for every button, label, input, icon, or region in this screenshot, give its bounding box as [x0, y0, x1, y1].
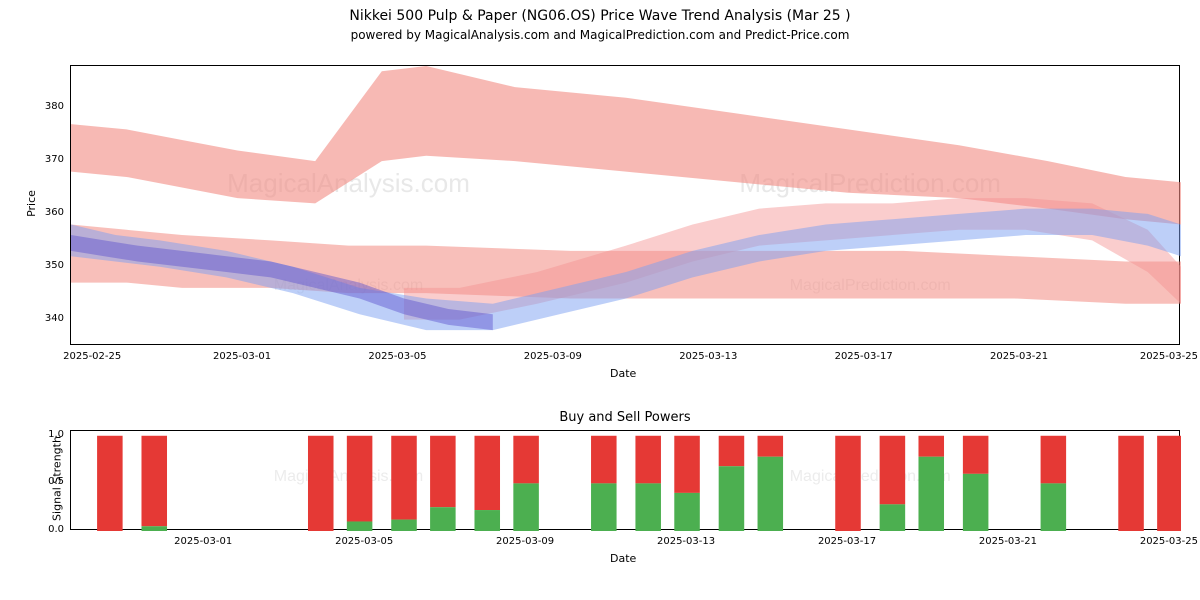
- x-tick-label: 2025-03-05: [368, 351, 426, 362]
- x-tick-label: 2025-03-05: [335, 536, 393, 547]
- bottom-x-axis-label: Date: [610, 552, 636, 565]
- bottom-chart-svg: MagicalAnalysis.comMagicalPrediction.com: [71, 431, 1181, 531]
- bottom-chart-title: Buy and Sell Powers: [70, 410, 1180, 425]
- x-tick-label: 2025-03-21: [979, 536, 1037, 547]
- x-tick-label: 2025-03-17: [835, 351, 893, 362]
- top-y-axis-label: Price: [25, 190, 38, 217]
- buy-power-bar: [347, 521, 373, 531]
- sell-power-bar: [719, 436, 745, 466]
- x-tick-label: 2025-03-13: [657, 536, 715, 547]
- buy-power-bar: [674, 493, 700, 531]
- y-tick-label: 340: [45, 313, 64, 324]
- x-tick-label: 2025-03-01: [174, 536, 232, 547]
- sell-power-bar: [591, 436, 617, 484]
- sell-power-bar: [141, 436, 167, 526]
- sell-power-bar: [391, 436, 417, 520]
- x-tick-label: 2025-03-01: [213, 351, 271, 362]
- buy-power-bar: [963, 474, 989, 531]
- buy-power-bar: [474, 510, 500, 531]
- y-tick-label: 360: [45, 207, 64, 218]
- bottom-plot-area: MagicalAnalysis.comMagicalPrediction.com: [70, 430, 1180, 530]
- x-tick-label: 2025-03-13: [679, 351, 737, 362]
- buy-power-bar: [719, 466, 745, 531]
- x-tick-label: 2025-03-09: [524, 351, 582, 362]
- x-tick-label: 2025-03-25: [1140, 536, 1198, 547]
- buy-power-bar: [1041, 483, 1067, 531]
- sell-power-bar: [308, 436, 334, 531]
- sell-power-bar: [1118, 436, 1144, 531]
- sell-power-bar: [918, 436, 944, 457]
- sell-power-bar: [835, 436, 861, 531]
- buy-power-bar: [391, 520, 417, 531]
- buy-power-bar: [880, 504, 906, 531]
- sell-power-bar: [880, 436, 906, 505]
- y-tick-label: 370: [45, 154, 64, 165]
- sell-power-bar: [963, 436, 989, 474]
- sell-power-bar: [1157, 436, 1181, 531]
- x-tick-label: 2025-03-25: [1140, 351, 1198, 362]
- y-tick-label: 350: [45, 260, 64, 271]
- sell-power-bar: [474, 436, 500, 510]
- x-tick-label: 2025-03-17: [818, 536, 876, 547]
- buy-power-bar: [591, 483, 617, 531]
- y-tick-label: 380: [45, 101, 64, 112]
- sell-power-bar: [674, 436, 700, 493]
- bottom-y-axis-label: Signal Strength: [51, 434, 64, 524]
- x-tick-label: 2025-03-09: [496, 536, 554, 547]
- x-tick-label: 2025-02-25: [63, 351, 121, 362]
- sell-power-bar: [513, 436, 539, 484]
- sell-power-bar: [1041, 436, 1067, 484]
- top-x-axis-label: Date: [610, 367, 636, 380]
- sell-power-bar: [97, 436, 123, 531]
- buy-power-bar: [918, 457, 944, 531]
- sell-power-bar: [347, 436, 373, 522]
- y-tick-label: 0.0: [48, 524, 64, 535]
- top-chart-svg: MagicalAnalysis.comMagicalPrediction.com…: [71, 66, 1181, 346]
- sell-power-bar: [430, 436, 456, 507]
- buy-power-bar: [758, 457, 784, 531]
- buy-power-bar: [141, 526, 167, 531]
- x-tick-label: 2025-03-21: [990, 351, 1048, 362]
- buy-power-bar: [635, 483, 661, 531]
- sell-power-bar: [635, 436, 661, 484]
- buy-power-bar: [513, 483, 539, 531]
- sell-power-bar: [758, 436, 784, 457]
- buy-power-bar: [430, 507, 456, 531]
- top-plot-area: MagicalAnalysis.comMagicalPrediction.com…: [70, 65, 1180, 345]
